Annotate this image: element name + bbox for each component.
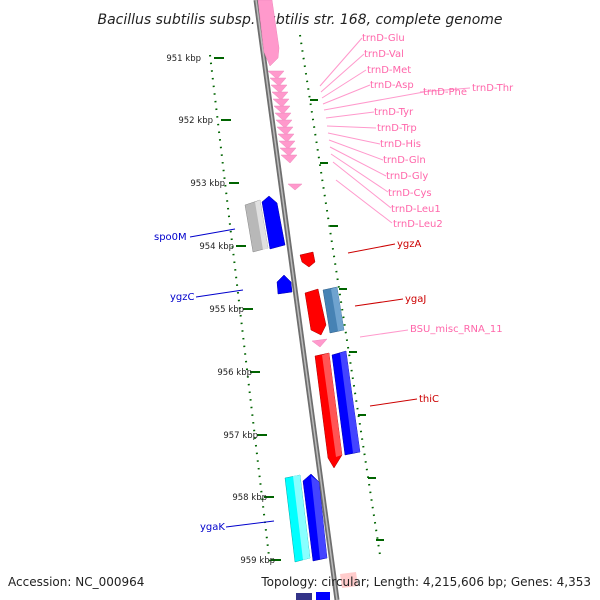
- spo0M-gene-shade: [255, 200, 268, 250]
- trna-label-cys[interactable]: trnD-Cys: [388, 188, 432, 199]
- trna-label-leu1[interactable]: trnD-Leu1: [391, 204, 441, 215]
- trna-label-asp[interactable]: trnD-Asp: [370, 80, 414, 91]
- trna-label-gln[interactable]: trnD-Gln: [383, 155, 426, 166]
- trna-leader-lines: [319, 37, 471, 224]
- ygaK-label[interactable]: ygaK: [200, 522, 225, 533]
- trna-labels: trnD-Glu trnD-Val trnD-Met trnD-Asp trnD…: [362, 33, 514, 230]
- topology-text: Topology: circular; Length: 4,215,606 bp…: [260, 575, 591, 589]
- trna-label-trp[interactable]: trnD-Trp: [377, 123, 417, 134]
- tick-957: 957 kbp: [223, 431, 267, 441]
- thiC-leader: [369, 398, 418, 407]
- svg-text:957 kbp: 957 kbp: [223, 431, 258, 441]
- steel-gene-955-shade: [331, 287, 344, 331]
- misc-rna-feature[interactable]: [311, 338, 328, 348]
- blue-gene-956-shade: [340, 351, 360, 453]
- tick-956: 956 kbp: [217, 368, 260, 378]
- left-ruler-dots: [209, 54, 271, 566]
- trna-label-thr[interactable]: trnD-Thr: [472, 83, 514, 94]
- tick-953: 953 kbp: [190, 179, 239, 189]
- ygzC-label[interactable]: ygzC: [170, 292, 195, 303]
- svg-text:956 kbp: 956 kbp: [217, 368, 252, 378]
- spo0M-leader: [189, 228, 236, 238]
- svg-text:958 kbp: 958 kbp: [232, 493, 267, 503]
- svg-text:954 kbp: 954 kbp: [199, 242, 234, 252]
- tick-group: 951 kbp 952 kbp 953 kbp 954 kbp 955 kbp …: [166, 54, 384, 566]
- tick-954: 954 kbp: [199, 242, 246, 252]
- ygaJ-leader: [354, 298, 404, 307]
- tick-955: 955 kbp: [209, 305, 253, 315]
- trna-label-his[interactable]: trnD-His: [380, 139, 421, 150]
- blue-gene-954[interactable]: [261, 195, 286, 250]
- blue-bottom-feature[interactable]: [316, 592, 330, 600]
- ygzC-gene[interactable]: [276, 274, 293, 295]
- trna-label-met[interactable]: trnD-Met: [367, 65, 411, 76]
- tick-952: 952 kbp: [178, 116, 231, 126]
- trna-label-phe[interactable]: trnD-Phe: [423, 87, 467, 98]
- trna-cluster[interactable]: [267, 70, 303, 191]
- svg-text:952 kbp: 952 kbp: [178, 116, 213, 126]
- svg-text:955 kbp: 955 kbp: [209, 305, 244, 315]
- trna-label-val[interactable]: trnD-Val: [364, 49, 404, 60]
- spo0M-label[interactable]: spo0M: [154, 232, 187, 243]
- trna-label-leu2[interactable]: trnD-Leu2: [393, 219, 443, 230]
- trna-label-glu[interactable]: trnD-Glu: [362, 33, 405, 44]
- trna-top-feature[interactable]: [257, 0, 280, 67]
- ygaK-gene-shade: [293, 475, 310, 560]
- right-ruler-dots: [299, 34, 381, 556]
- svg-text:951 kbp: 951 kbp: [166, 54, 201, 64]
- trna-label-tyr[interactable]: trnD-Tyr: [374, 107, 414, 118]
- svg-text:959 kbp: 959 kbp: [240, 556, 275, 566]
- tick-951: 951 kbp: [166, 54, 224, 64]
- svg-text:953 kbp: 953 kbp: [190, 179, 225, 189]
- ygaK-leader: [225, 520, 275, 528]
- ygzA-gene[interactable]: [299, 251, 316, 268]
- misc-rna-leader: [359, 329, 409, 338]
- misc-rna-label[interactable]: BSU_misc_RNA_11: [410, 324, 503, 335]
- ygzA-label[interactable]: ygzA: [397, 239, 422, 250]
- blue-gene-958-shade: [311, 476, 327, 559]
- ygaJ-gene[interactable]: [304, 288, 327, 336]
- pink-bottom-feature[interactable]: [340, 572, 358, 588]
- navy-bottom-feature[interactable]: [296, 593, 312, 600]
- genome-backbone: [253, 0, 340, 600]
- ygzC-leader: [195, 289, 244, 298]
- ygaJ-label[interactable]: ygaJ: [405, 294, 426, 305]
- tick-958: 958 kbp: [232, 493, 274, 503]
- thiC-label[interactable]: thiC: [419, 394, 439, 405]
- ygzA-leader: [347, 243, 396, 254]
- thiC-gene-shade: [322, 353, 342, 457]
- accession-text: Accession: NC_000964: [8, 575, 144, 589]
- tick-959: 959 kbp: [240, 556, 281, 566]
- genome-title: Bacillus subtilis subsp. subtilis str. 1…: [97, 12, 502, 28]
- trna-label-gly[interactable]: trnD-Gly: [386, 171, 428, 182]
